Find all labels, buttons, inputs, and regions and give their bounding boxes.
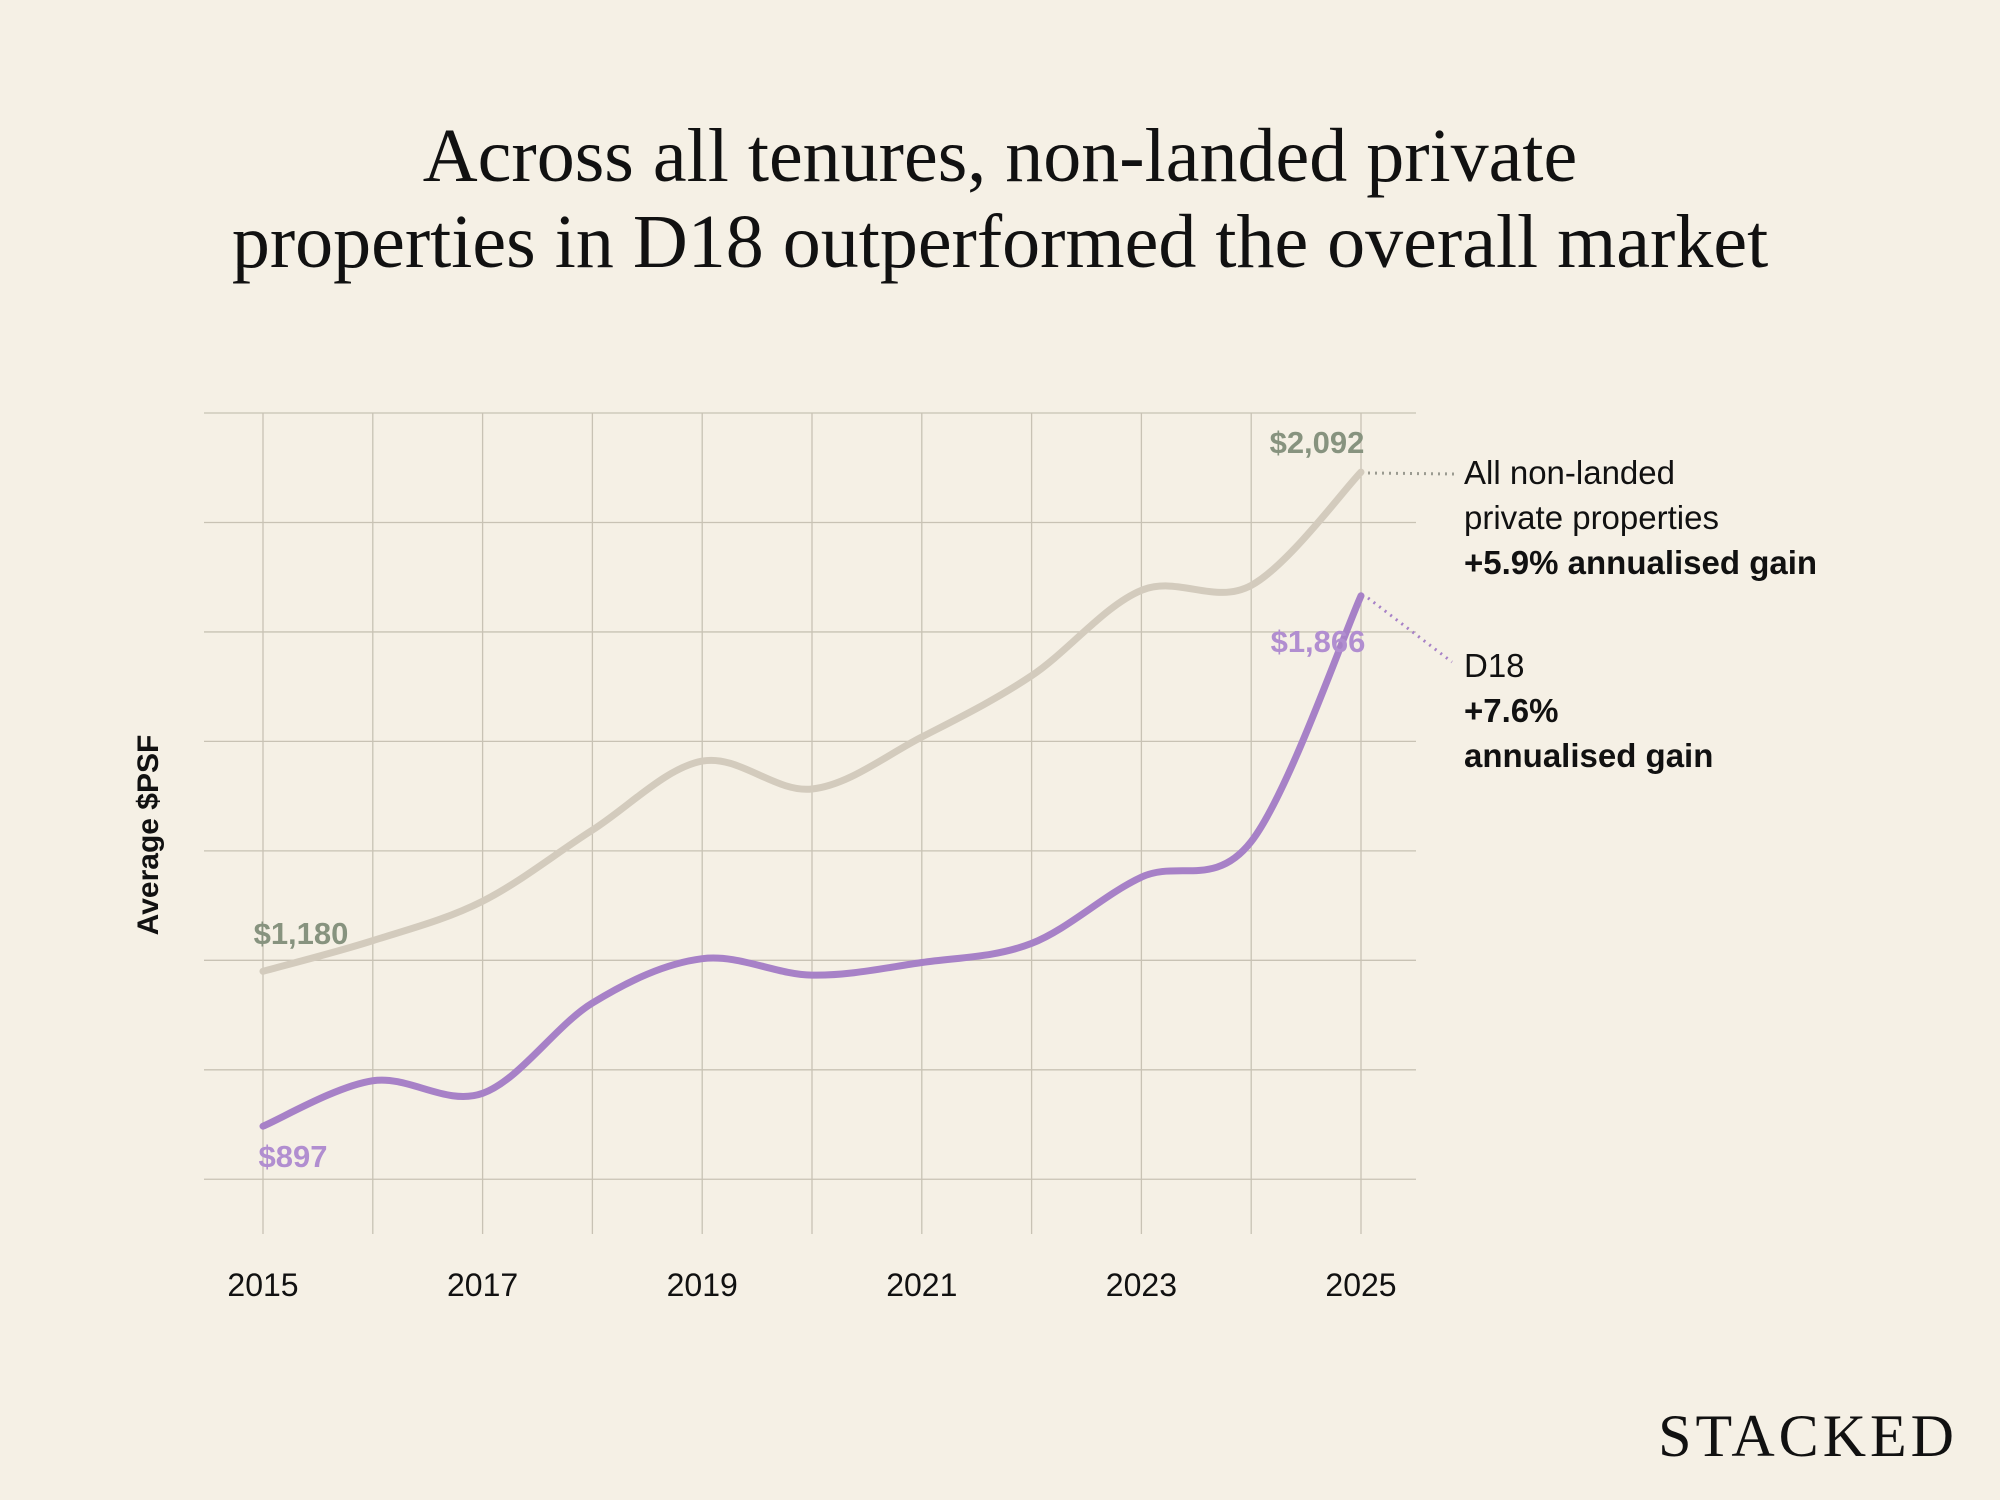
gridlines [204, 412, 1416, 1234]
leader-all [1367, 471, 1455, 476]
annotation-all-line-1: All non-landed [1464, 454, 1675, 491]
stacked-logo: STACKED [1658, 1403, 1958, 1469]
x-tick-label: 2019 [667, 1267, 738, 1303]
x-tick-label: 2015 [227, 1267, 298, 1303]
chart-title-line-1: Across all tenures, non-landed private [423, 114, 1577, 198]
series-line-all [259, 468, 1365, 975]
annotation-d18-gain-label: annualised gain [1464, 737, 1713, 774]
series-line-d18 [259, 592, 1365, 1130]
data-label-d18-end: $1,866 [1271, 624, 1366, 659]
x-axis-ticks: 2015 2017 2019 2021 2023 2025 [227, 1267, 1396, 1303]
x-tick-label: 2023 [1106, 1267, 1177, 1303]
leader-d18 [1367, 596, 1453, 664]
x-tick-label: 2025 [1325, 1267, 1396, 1303]
data-label-d18-start: $897 [259, 1139, 328, 1174]
x-tick-label: 2021 [886, 1267, 957, 1303]
data-label-all-start: $1,180 [254, 916, 349, 951]
series-lines [259, 468, 1365, 1130]
x-tick-label: 2017 [447, 1267, 518, 1303]
annotation-all-gain: +5.9% annualised gain [1464, 544, 1817, 581]
y-axis-label: Average $PSF [132, 735, 165, 936]
chart-title-line-2: properties in D18 outperformed the overa… [232, 200, 1768, 284]
annotation-d18-gain: +7.6% [1464, 692, 1559, 729]
data-label-all-end: $2,092 [1270, 425, 1365, 460]
annotation-all-line-2: private properties [1464, 499, 1719, 536]
annotation-d18-name: D18 [1464, 647, 1525, 684]
